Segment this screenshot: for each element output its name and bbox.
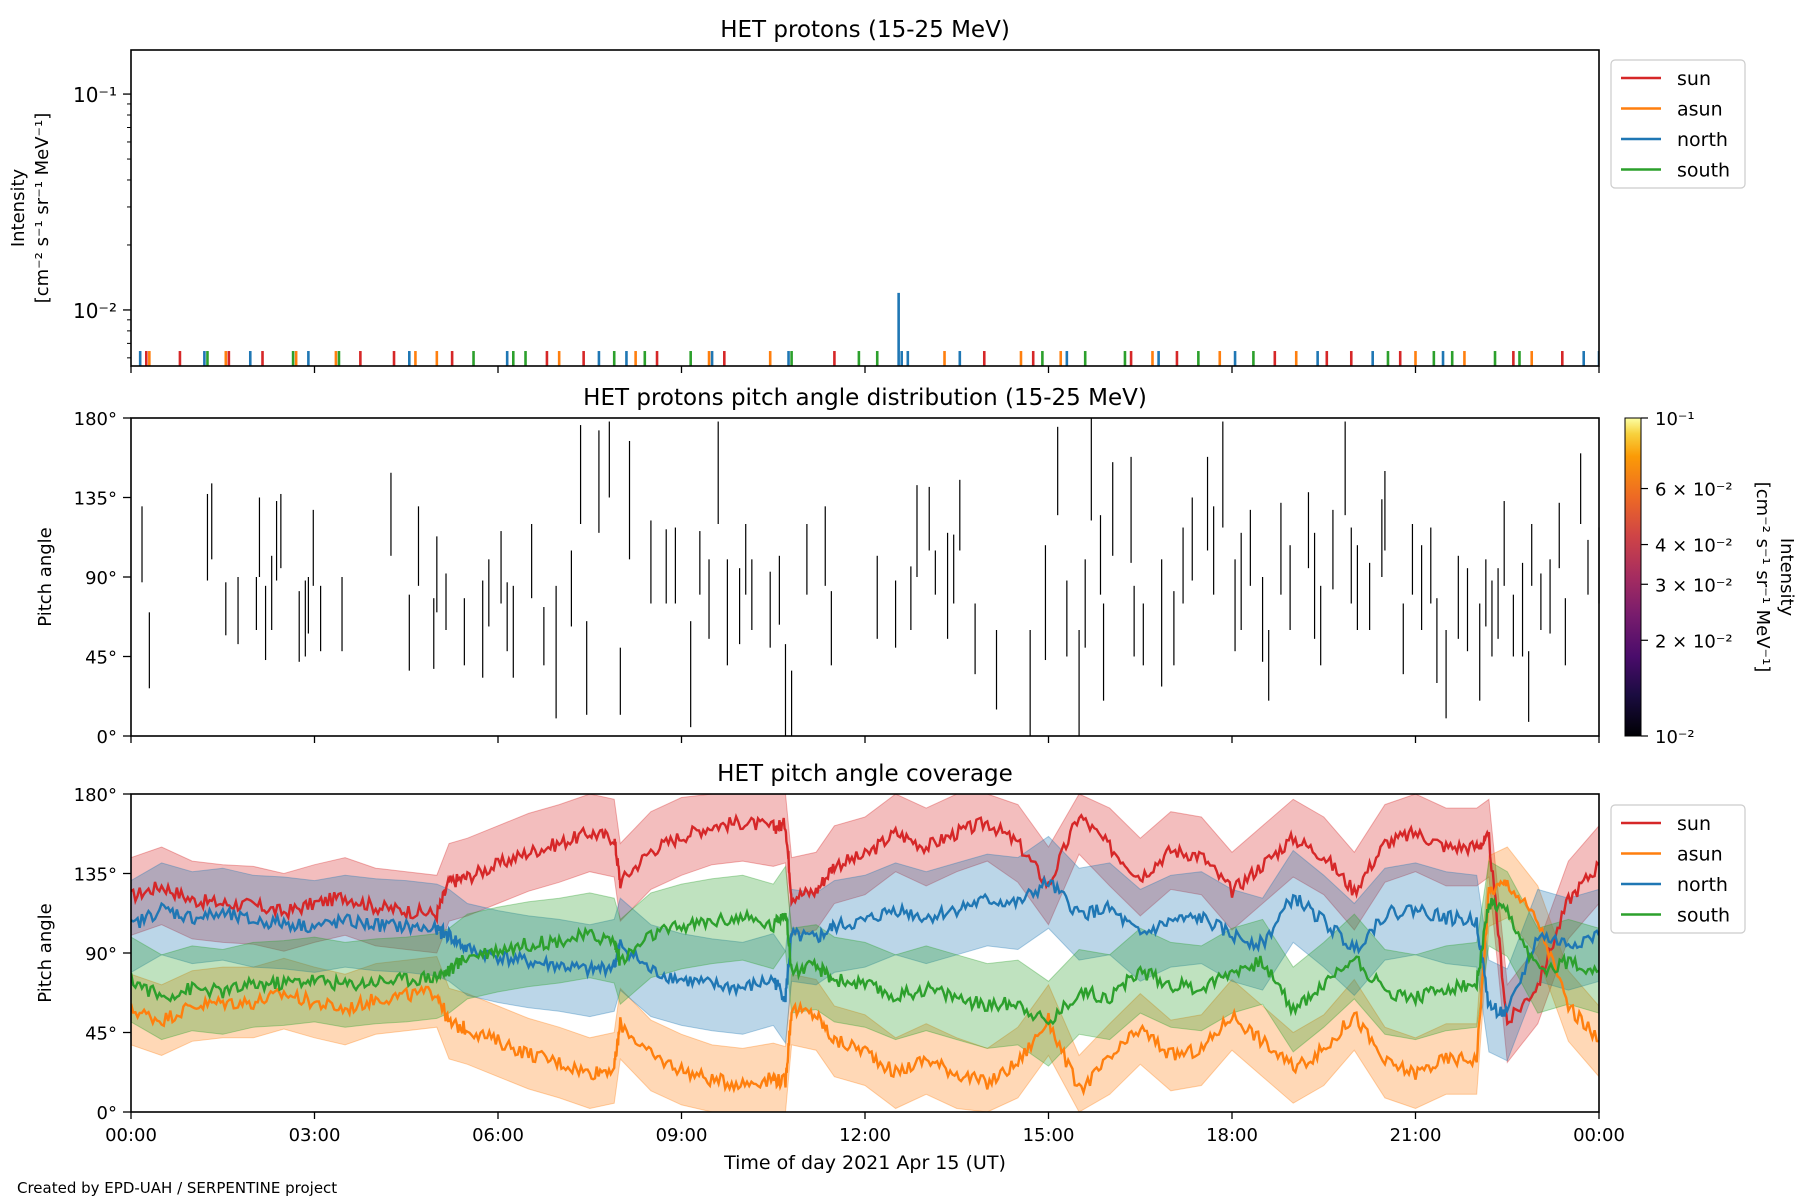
x-tick-label: 00:00 [105,1125,157,1146]
x-tick-label: 21:00 [1390,1125,1442,1146]
pitch-angle-coverage-panel: HET pitch angle coverage 00:00 03:00 06:00… [35,761,1746,1146]
colorbar-tick-label: 10⁻² [1655,727,1695,748]
colorbar-axes: 10⁻² 2 × 10⁻² 3 × 10⁻² 4 × 10⁻² 6 × 10⁻² 10⁻¹ [1641,409,1733,748]
panel3-title: HET pitch angle coverage [717,761,1013,787]
panel1-marks [138,292,1599,366]
coverage-band-south [131,860,1599,1067]
legend-label-asun: asun [1677,99,1723,121]
panel2-ylabel: Pitch angle [35,527,56,626]
legend-label-south: south [1677,905,1730,927]
colorbar-tick-label: 2 × 10⁻² [1655,631,1733,652]
y-tick-label: 0° [97,727,117,748]
legend-label-sun: sun [1677,813,1711,835]
x-tick-label: 00:00 [1573,1125,1625,1146]
colorbar-label-line2: [cm⁻² s⁻¹ sr⁻¹ MeV⁻¹] [1752,482,1773,673]
y-tick-label: 0° [97,1103,117,1124]
panel1-ylabel-line1: Intensity [8,168,29,247]
legend-label-sun: sun [1677,68,1711,90]
legend-box [1610,804,1746,934]
x-tick-label: 12:00 [839,1125,891,1146]
pitch-angle-distribution-panel: HET protons pitch angle distribution (15… [35,385,1797,748]
y-tick-label: 45° [85,1024,117,1045]
colorbar-tick-label: 4 × 10⁻² [1655,536,1733,557]
panel3-marks [131,794,1599,1112]
panel2-marks [141,418,1600,736]
legend-label-north: north [1677,874,1728,896]
y-tick-label: 10⁻² [73,299,117,323]
panel2-title: HET protons pitch angle distribution (15… [583,385,1147,411]
colorbar [1624,417,1642,737]
legend-box [1610,59,1746,189]
colorbar-label-line1: Intensity [1776,538,1797,617]
y-tick-label: 10⁻¹ [73,83,117,107]
panel1-frame [130,49,1600,367]
x-tick-label: 18:00 [1206,1125,1258,1146]
x-tick-label: 03:00 [289,1125,341,1146]
panel3-ylabel: Pitch angle [35,903,56,1002]
footer-credit: Created by EPD-UAH / SERPENTINE project [17,1179,337,1197]
x-tick-label: 15:00 [1023,1125,1075,1146]
y-tick-label: 135° [74,865,117,886]
x-tick-label: 09:00 [656,1125,708,1146]
y-tick-label: 90° [85,568,117,589]
coverage-line-south [131,896,1599,1026]
colorbar-tick-label: 3 × 10⁻² [1655,575,1733,596]
coverage-band-asun [131,846,1599,1112]
coverage-line-asun [131,879,1599,1097]
x-axis-label: Time of day 2021 Apr 15 (UT) [723,1152,1006,1174]
panel2-axes: 0° 45° 90° 135° 180° [74,409,1600,748]
intensity-panel: HET protons (15-25 MeV) 10⁻² 10⁻¹ Intensi… [8,17,1746,373]
y-tick-label: 180° [74,409,117,430]
coverage-line-north [131,874,1599,1020]
panel3-legend: sun asun north south [1610,804,1746,934]
panel3-axes: 00:00 03:00 06:00 09:00 12:00 15:00 18:00 21:00… [74,785,1625,1146]
coverage-line-sun [131,812,1599,1027]
panel1-legend: sun asun north south [1610,59,1746,189]
panel1-title: HET protons (15-25 MeV) [720,17,1010,43]
panel1-axes: 10⁻² 10⁻¹ [73,83,1600,373]
panel2-frame [130,417,1600,737]
legend-label-asun: asun [1677,844,1723,866]
legend-label-south: south [1677,160,1730,182]
colorbar-tick-label: 10⁻¹ [1655,409,1695,430]
panel1-ylabel-line2: [cm⁻² s⁻¹ sr⁻¹ MeV⁻¹] [32,113,53,304]
y-tick-label: 135° [74,489,117,510]
colorbar-tick-label: 6 × 10⁻² [1655,480,1733,501]
y-tick-label: 180° [74,785,117,806]
legend-label-north: north [1677,129,1728,151]
y-tick-label: 90° [85,944,117,965]
y-tick-label: 45° [85,648,117,669]
x-tick-label: 06:00 [472,1125,524,1146]
